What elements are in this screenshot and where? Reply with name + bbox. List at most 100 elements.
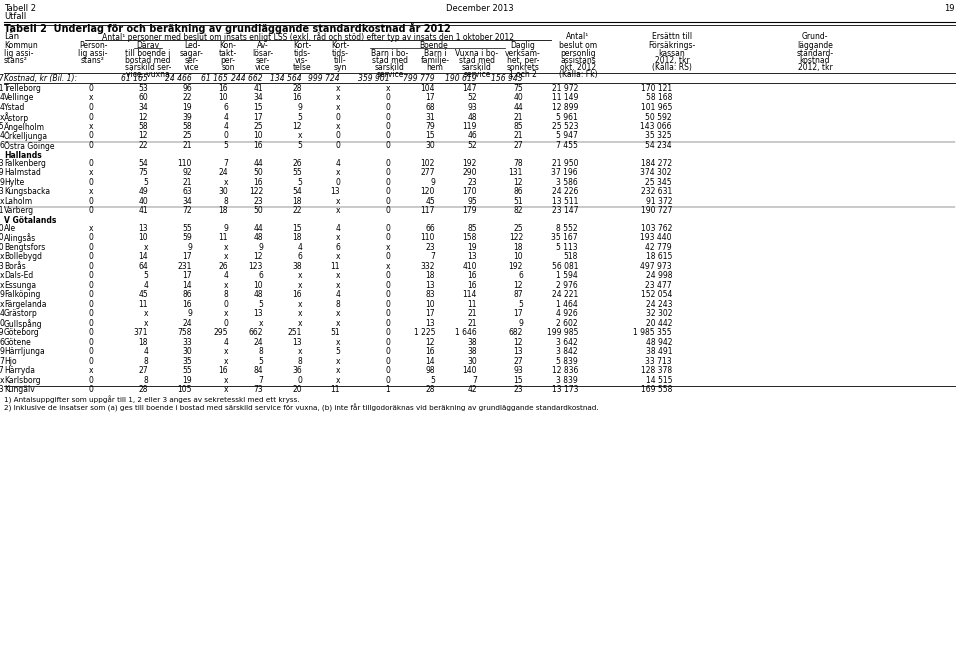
Text: 7: 7 [258,376,263,385]
Text: 0: 0 [88,319,93,327]
Text: 8: 8 [336,300,340,309]
Text: x: x [297,131,302,141]
Text: 374 302: 374 302 [641,168,672,177]
Text: 102: 102 [421,158,435,168]
Text: 28: 28 [138,385,148,394]
Text: 12: 12 [513,280,523,290]
Text: 147: 147 [462,84,477,93]
Text: 0: 0 [88,112,93,121]
Text: 10: 10 [0,243,4,251]
Text: 24 466: 24 466 [165,74,192,83]
Text: 0: 0 [386,356,390,366]
Text: 184 272: 184 272 [641,158,672,168]
Text: 48: 48 [253,290,263,299]
Text: 17: 17 [426,309,435,318]
Text: 3 839: 3 839 [556,376,578,385]
Text: 16: 16 [292,94,302,102]
Text: 156 943: 156 943 [491,74,523,83]
Text: 6: 6 [258,271,263,280]
Text: 5: 5 [431,376,435,385]
Text: (Källa: RS): (Källa: RS) [652,63,692,72]
Text: 26: 26 [292,158,302,168]
Text: 0: 0 [335,112,340,121]
Text: till boende i: till boende i [126,49,171,58]
Text: 682: 682 [508,328,523,337]
Text: 11: 11 [0,84,4,93]
Text: Utfall: Utfall [4,12,26,21]
Text: 277: 277 [420,168,435,177]
Text: stans²: stans² [82,56,105,65]
Text: ser-: ser- [256,56,270,65]
Text: 16: 16 [253,178,263,187]
Text: 24 221: 24 221 [551,290,578,299]
Text: x: x [336,309,340,318]
Text: 63: 63 [182,187,192,196]
Text: 0: 0 [386,271,390,280]
Text: Härryda: Härryda [4,366,35,375]
Text: 4: 4 [143,347,148,356]
Text: 23: 23 [513,385,523,394]
Text: 0: 0 [386,141,390,150]
Text: 48 942: 48 942 [645,338,672,346]
Text: 1 och 2: 1 och 2 [509,70,537,79]
Text: Götene: Götene [4,338,32,346]
Text: 66: 66 [425,224,435,232]
Text: 190 619: 190 619 [445,74,477,83]
Text: x: x [386,261,390,271]
Text: 332: 332 [420,261,435,271]
Text: 190 727: 190 727 [641,206,672,215]
Text: 9: 9 [187,309,192,318]
Text: 1 646: 1 646 [456,328,477,337]
Text: Falköping: Falköping [4,290,40,299]
Text: 0: 0 [88,103,93,112]
Text: 0: 0 [335,178,340,187]
Text: 0: 0 [88,84,93,93]
Text: 1 985 355: 1 985 355 [633,328,672,337]
Text: 2 602: 2 602 [556,319,578,327]
Text: 40: 40 [138,197,148,205]
Text: Tabell 2  Underlag för och beräkning av grundläggande standardkostnad år 2012: Tabell 2 Underlag för och beräkning av g… [4,22,451,34]
Text: 17: 17 [182,252,192,261]
Text: 0: 0 [386,158,390,168]
Text: 0: 0 [88,338,93,346]
Text: Hallands: Hallands [4,150,42,160]
Text: 0: 0 [88,178,93,187]
Text: 0: 0 [386,280,390,290]
Text: het, per-: het, per- [506,56,539,65]
Text: 16: 16 [292,290,302,299]
Text: Trelleborg: Trelleborg [4,84,42,93]
Text: tids-: tids- [332,49,348,58]
Text: 12: 12 [138,112,148,121]
Text: 7: 7 [431,252,435,261]
Text: 0: 0 [386,347,390,356]
Text: x: x [336,338,340,346]
Text: Åstorp: Åstorp [4,112,29,123]
Text: 0: 0 [386,338,390,346]
Text: 33 713: 33 713 [645,356,672,366]
Text: Karlsborg: Karlsborg [4,376,40,385]
Text: 14: 14 [138,252,148,261]
Text: verksam-: verksam- [505,49,541,58]
Text: 0: 0 [386,103,390,112]
Text: 16: 16 [467,271,477,280]
Text: 2) Inklusive de insatser som (a) ges till boende i bostad med särskild service f: 2) Inklusive de insatser som (a) ges til… [4,404,598,412]
Text: 61 165: 61 165 [201,74,228,83]
Text: 16: 16 [219,84,228,93]
Text: Kort-: Kort- [292,41,311,50]
Text: okt. 2012: okt. 2012 [560,63,596,72]
Text: 10: 10 [513,252,523,261]
Text: x: x [223,243,228,251]
Text: 999 724: 999 724 [309,74,340,83]
Text: 6: 6 [518,271,523,280]
Text: 152 054: 152 054 [641,290,672,299]
Text: 9: 9 [258,243,263,251]
Text: 1 594: 1 594 [556,271,578,280]
Text: 68: 68 [426,103,435,112]
Text: 12: 12 [513,338,523,346]
Text: 758: 758 [177,328,192,337]
Text: 24 243: 24 243 [645,300,672,309]
Text: 10: 10 [253,131,263,141]
Text: Daglig: Daglig [510,41,535,50]
Text: 18: 18 [292,233,302,242]
Text: 16: 16 [467,280,477,290]
